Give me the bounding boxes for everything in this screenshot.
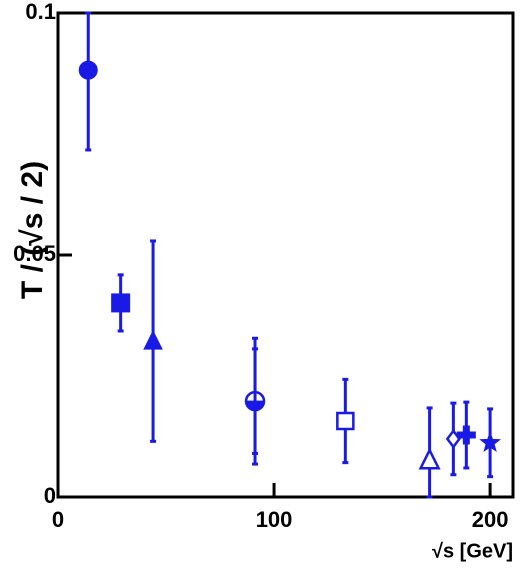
- x-tick-label: 200: [472, 507, 509, 532]
- plot-frame: [56, 11, 515, 499]
- marker: [111, 293, 131, 313]
- x-axis-label: √s [GeV]: [432, 540, 513, 562]
- marker: [336, 411, 355, 431]
- marker: [456, 425, 476, 445]
- marker: [479, 431, 501, 453]
- marker: [78, 60, 98, 80]
- marker: [418, 447, 441, 470]
- y-tick-label: 0.1: [25, 0, 56, 24]
- x-tick-label: 100: [256, 507, 293, 532]
- x-tick-label: 0: [52, 507, 64, 532]
- marker: [245, 400, 265, 411]
- y-axis-label: T / (√s / 2): [16, 161, 49, 299]
- y-tick-label: 0: [44, 483, 56, 508]
- marker: [143, 330, 163, 350]
- y-tick-label: 0.05: [13, 241, 56, 266]
